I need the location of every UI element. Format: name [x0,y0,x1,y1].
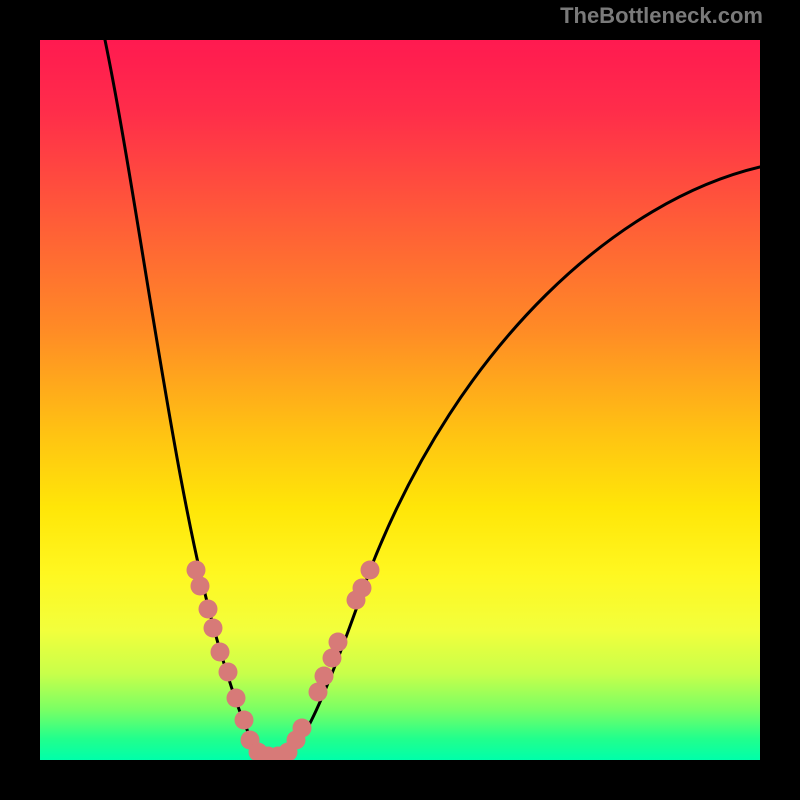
bottleneck-curve [40,40,760,760]
data-point-marker [199,600,218,619]
data-point-marker [227,689,246,708]
data-point-marker [219,663,238,682]
plot-area [40,40,760,760]
data-point-marker [211,643,230,662]
watermark-text: TheBottleneck.com [560,3,763,29]
data-point-marker [329,633,348,652]
data-point-marker [204,619,223,638]
data-point-marker [293,719,312,738]
data-point-marker [315,667,334,686]
data-point-marker [361,561,380,580]
data-point-marker [353,579,372,598]
data-point-marker [191,577,210,596]
data-point-marker [235,711,254,730]
